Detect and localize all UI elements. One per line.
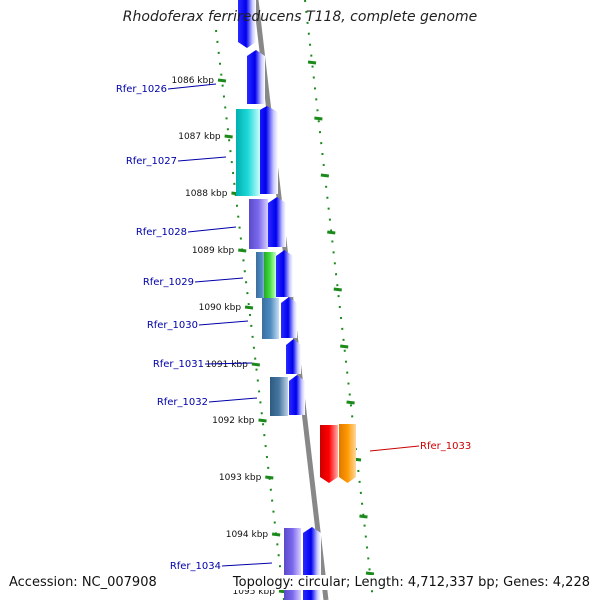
gene-label-leader [208, 397, 258, 403]
gene-label-leader [198, 320, 249, 326]
tick-label: 1086 kbp [172, 76, 215, 86]
inner-dotted-ring [215, 29, 285, 601]
accession-text: Accession: NC_007908 [9, 575, 157, 590]
tick-label: 1095 kbp [233, 587, 276, 597]
tick-label: 1094 kbp [226, 530, 269, 540]
gene-arrow-forward[interactable] [247, 50, 265, 104]
gene-label[interactable]: Rfer_1033 [420, 441, 471, 452]
gene-label-leader [221, 562, 273, 567]
tick-label: 1090 kbp [199, 303, 242, 313]
inner-tick-mark [271, 532, 281, 537]
outer-tick-mark [365, 571, 375, 576]
gene-label[interactable]: Rfer_1034 [170, 561, 221, 572]
genome-summary-text: Topology: circular; Length: 4,712,337 bp… [232, 575, 590, 590]
tick-label: 1091 kbp [205, 360, 248, 370]
gene-label-leader [204, 362, 253, 365]
gene-rfer-1032-block[interactable] [270, 377, 288, 416]
gene-label[interactable]: Rfer_1030 [147, 320, 198, 331]
gene-arrow-forward[interactable] [268, 197, 286, 247]
gene-arrow-forward[interactable] [281, 297, 297, 338]
gene-arrow-forward[interactable] [286, 339, 301, 374]
tick-label: 1087 kbp [178, 132, 221, 142]
tick-label: 1093 kbp [219, 473, 262, 483]
gene-label[interactable]: Rfer_1031 [153, 359, 204, 370]
gene-arrow-forward[interactable] [238, 0, 256, 48]
outer-tick-mark [346, 400, 355, 405]
gene-arrow-reverse[interactable] [339, 424, 356, 483]
inner-tick-mark [258, 418, 267, 423]
inner-tick-mark [238, 248, 247, 253]
gene-arrow-reverse[interactable] [320, 425, 338, 483]
outer-tick-mark [327, 230, 336, 235]
gene-label[interactable]: Rfer_1028 [136, 227, 187, 238]
outer-tick-mark [359, 514, 368, 519]
gene-label-leader [187, 226, 237, 233]
outer-tick-mark [307, 60, 317, 65]
gene-rfer-1029-block[interactable] [256, 252, 267, 298]
tick-label: 1092 kbp [212, 416, 255, 426]
gene-arrow-forward[interactable] [276, 250, 293, 297]
outer-tick-mark [320, 173, 330, 178]
gene-label-leader [167, 83, 217, 90]
tick-label: 1088 kbp [185, 189, 228, 199]
gene-label-leader [194, 277, 244, 283]
gene-arrow-forward[interactable] [256, 106, 278, 194]
gene-label[interactable]: Rfer_1026 [116, 84, 167, 95]
outer-dotted-ring [304, 0, 374, 601]
gene-label[interactable]: Rfer_1027 [126, 156, 177, 167]
outer-tick-mark [340, 344, 349, 349]
gene-label-leader [369, 445, 420, 452]
gene-rfer-1027-block[interactable] [236, 109, 260, 196]
gene-label-leader [177, 156, 227, 162]
inner-tick-mark [251, 362, 261, 367]
gene-label[interactable]: Rfer_1032 [157, 397, 208, 408]
outer-tick-mark [314, 116, 323, 121]
gene-rfer-1028-block[interactable] [249, 199, 268, 249]
inner-tick-mark [224, 134, 233, 139]
outer-tick-mark [333, 287, 342, 292]
gene-rfer-1029b-block[interactable] [264, 252, 276, 298]
tick-label: 1089 kbp [192, 246, 235, 256]
gene-rfer-1030-block[interactable] [262, 298, 279, 339]
inner-tick-mark [217, 78, 227, 83]
genome-title: Rhodoferax ferrireducens T118, complete … [122, 9, 478, 25]
gene-arrow-forward[interactable] [289, 375, 305, 415]
inner-tick-mark [265, 475, 274, 480]
inner-tick-mark [244, 305, 254, 310]
gene-label[interactable]: Rfer_1029 [143, 277, 194, 288]
